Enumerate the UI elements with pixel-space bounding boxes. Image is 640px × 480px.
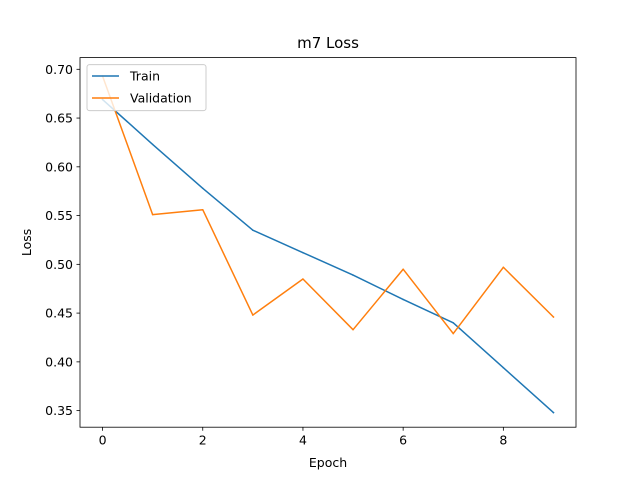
data-point-train	[402, 298, 404, 301]
data-point-validation	[502, 266, 505, 269]
chart-title: m7 Loss	[297, 34, 359, 52]
x-tick-label: 2	[199, 433, 207, 448]
data-point-validation	[552, 316, 555, 318]
y-tick-label: 0.50	[45, 257, 73, 272]
y-axis-ticks: 0.35 0.40 0.45 0.50 0.55 0.60 0.65 0.70	[45, 62, 80, 418]
x-axis-ticks: 0 2 4 6 8	[99, 427, 507, 448]
x-tick-label: 4	[299, 433, 307, 448]
plot-frame	[79, 57, 577, 428]
data-point-validation	[151, 213, 154, 216]
data-point-train	[151, 143, 154, 146]
y-tick-label: 0.55	[45, 208, 73, 223]
data-point-train	[202, 187, 204, 190]
x-tick-label: 8	[499, 433, 507, 448]
data-point-validation	[252, 314, 254, 316]
y-tick-label: 0.70	[45, 62, 73, 77]
data-point-train	[502, 366, 505, 369]
data-point-train	[302, 251, 304, 254]
y-tick-label: 0.45	[45, 306, 73, 321]
data-point-validation	[302, 278, 304, 280]
x-tick-label: 6	[399, 433, 407, 448]
legend: Train Validation	[86, 64, 207, 112]
data-point-train	[552, 411, 555, 414]
y-tick-label: 0.40	[45, 354, 73, 369]
data-point-validation	[452, 332, 454, 335]
series-layer	[101, 75, 555, 414]
data-point-train	[452, 322, 454, 324]
y-tick-label: 0.60	[45, 159, 73, 174]
x-axis-label: Epoch	[309, 455, 347, 470]
data-point-train	[352, 274, 354, 276]
legend-label-train: Train	[129, 69, 160, 84]
data-point-train	[252, 229, 254, 231]
y-axis-label: Loss	[19, 229, 34, 256]
data-point-validation	[352, 328, 354, 331]
data-point-validation	[402, 268, 404, 270]
series-line-train	[101, 98, 555, 414]
y-tick-label: 0.35	[45, 403, 73, 418]
data-point-validation	[202, 208, 204, 211]
y-tick-label: 0.65	[45, 111, 73, 126]
x-tick-label: 0	[99, 433, 107, 448]
series-line-validation	[101, 75, 555, 335]
legend-label-validation: Validation	[130, 91, 192, 106]
